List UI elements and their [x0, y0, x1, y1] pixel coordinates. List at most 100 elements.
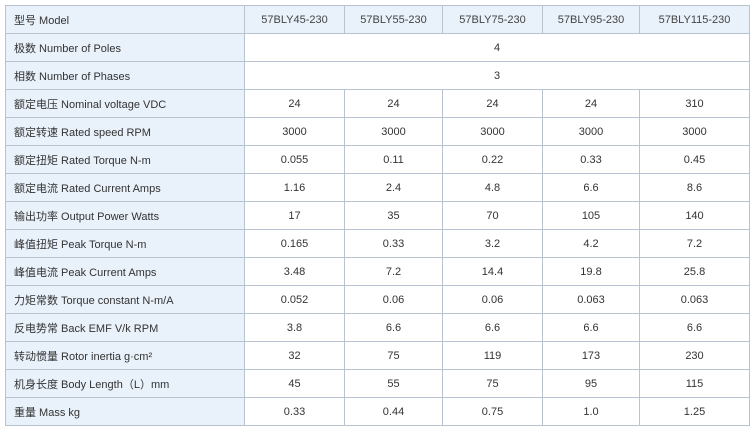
table-row: 反电势常 Back EMF V/k RPM 3.8 6.6 6.6 6.6 6.6 [5, 313, 750, 342]
table-row: 重量 Mass kg 0.33 0.44 0.75 1.0 1.25 [5, 397, 750, 426]
table-row: 转动惯量 Rotor inertia g·cm² 32 75 119 173 230 [5, 341, 750, 370]
value-cell: 6.6 [442, 313, 543, 342]
value-cell: 0.06 [442, 285, 543, 314]
shared-value-cell: 3 [244, 61, 750, 90]
row-label: 机身长度 Body Length（L）mm [5, 369, 245, 398]
value-cell: 3.8 [244, 313, 345, 342]
value-cell: 4.2 [542, 229, 640, 258]
value-cell: 4.8 [442, 173, 543, 202]
value-cell: 6.6 [639, 313, 750, 342]
row-label: 极数 Number of Poles [5, 33, 245, 62]
row-label: 力矩常数 Torque constant N-m/A [5, 285, 245, 314]
value-cell: 45 [244, 369, 345, 398]
value-cell: 55 [344, 369, 443, 398]
value-cell: 95 [542, 369, 640, 398]
value-cell: 7.2 [344, 257, 443, 286]
value-cell: 6.6 [542, 173, 640, 202]
value-cell: 24 [542, 89, 640, 118]
value-cell: 230 [639, 341, 750, 370]
row-label: 峰值电流 Peak Current Amps [5, 257, 245, 286]
table-row: 力矩常数 Torque constant N-m/A 0.052 0.06 0.06 0… [5, 285, 750, 314]
model-name-header: 57BLY75-230 [442, 5, 543, 34]
value-cell: 1.16 [244, 173, 345, 202]
table-row: 额定扭矩 Rated Torque N-m 0.055 0.11 0.22 0.33 0.… [5, 145, 750, 174]
value-cell: 7.2 [639, 229, 750, 258]
value-cell: 0.33 [244, 397, 345, 426]
value-cell: 8.6 [639, 173, 750, 202]
value-cell: 0.052 [244, 285, 345, 314]
table-row: 相数 Number of Phases 3 [5, 61, 750, 90]
value-cell: 0.063 [542, 285, 640, 314]
value-cell: 0.33 [344, 229, 443, 258]
header-row: 型号 Model 57BLY45-230 57BLY55-230 57BLY75… [5, 5, 750, 34]
value-cell: 105 [542, 201, 640, 230]
value-cell: 0.063 [639, 285, 750, 314]
value-cell: 35 [344, 201, 443, 230]
value-cell: 3000 [542, 117, 640, 146]
value-cell: 119 [442, 341, 543, 370]
value-cell: 0.33 [542, 145, 640, 174]
table-row: 极数 Number of Poles 4 [5, 33, 750, 62]
value-cell: 140 [639, 201, 750, 230]
row-label: 反电势常 Back EMF V/k RPM [5, 313, 245, 342]
value-cell: 173 [542, 341, 640, 370]
row-label: 额定扭矩 Rated Torque N-m [5, 145, 245, 174]
table-row: 额定电流 Rated Current Amps 1.16 2.4 4.8 6.6 8.6 [5, 173, 750, 202]
value-cell: 3000 [244, 117, 345, 146]
value-cell: 25.8 [639, 257, 750, 286]
table-row: 额定电压 Nominal voltage VDC 24 24 24 24 310 [5, 89, 750, 118]
spec-table-container: 型号 Model 57BLY45-230 57BLY55-230 57BLY75… [5, 5, 750, 431]
value-cell: 19.8 [542, 257, 640, 286]
row-label: 转动惯量 Rotor inertia g·cm² [5, 341, 245, 370]
row-label: 重量 Mass kg [5, 397, 245, 426]
value-cell: 24 [244, 89, 345, 118]
row-label: 峰值扭矩 Peak Torque N-m [5, 229, 245, 258]
row-label: 额定转速 Rated speed RPM [5, 117, 245, 146]
value-cell: 6.6 [344, 313, 443, 342]
table-row: 输出功率 Output Power Watts 17 35 70 105 140 [5, 201, 750, 230]
row-label: 输出功率 Output Power Watts [5, 201, 245, 230]
model-name-header: 57BLY55-230 [344, 5, 443, 34]
value-cell: 310 [639, 89, 750, 118]
row-label: 相数 Number of Phases [5, 61, 245, 90]
value-cell: 3000 [344, 117, 443, 146]
model-name-header: 57BLY115-230 [639, 5, 750, 34]
model-header-label: 型号 Model [5, 5, 245, 34]
model-name-header: 57BLY45-230 [244, 5, 345, 34]
value-cell: 0.055 [244, 145, 345, 174]
model-name-header: 57BLY95-230 [542, 5, 640, 34]
value-cell: 1.0 [542, 397, 640, 426]
value-cell: 0.06 [344, 285, 443, 314]
value-cell: 70 [442, 201, 543, 230]
table-row: 额定转速 Rated speed RPM 3000 3000 3000 3000 3000 [5, 117, 750, 146]
value-cell: 75 [344, 341, 443, 370]
shared-value-cell: 4 [244, 33, 750, 62]
value-cell: 24 [344, 89, 443, 118]
table-row: 机身长度 Body Length（L）mm 45 55 75 95 115 [5, 369, 750, 398]
motor-spec-table: 型号 Model 57BLY45-230 57BLY55-230 57BLY75… [5, 5, 750, 426]
value-cell: 0.22 [442, 145, 543, 174]
value-cell: 17 [244, 201, 345, 230]
value-cell: 14.4 [442, 257, 543, 286]
value-cell: 24 [442, 89, 543, 118]
table-row: 峰值扭矩 Peak Torque N-m 0.165 0.33 3.2 4.2 7.2 [5, 229, 750, 258]
value-cell: 3.2 [442, 229, 543, 258]
value-cell: 2.4 [344, 173, 443, 202]
value-cell: 3.48 [244, 257, 345, 286]
value-cell: 32 [244, 341, 345, 370]
value-cell: 3000 [442, 117, 543, 146]
value-cell: 0.75 [442, 397, 543, 426]
value-cell: 0.45 [639, 145, 750, 174]
value-cell: 1.25 [639, 397, 750, 426]
row-label: 额定电流 Rated Current Amps [5, 173, 245, 202]
value-cell: 3000 [639, 117, 750, 146]
value-cell: 0.11 [344, 145, 443, 174]
spec-rows: 额定电压 Nominal voltage VDC 24 24 24 24 310 额定转速 … [5, 89, 750, 426]
value-cell: 0.44 [344, 397, 443, 426]
row-label: 额定电压 Nominal voltage VDC [5, 89, 245, 118]
table-row: 峰值电流 Peak Current Amps 3.48 7.2 14.4 19.8 25.… [5, 257, 750, 286]
value-cell: 75 [442, 369, 543, 398]
value-cell: 115 [639, 369, 750, 398]
value-cell: 6.6 [542, 313, 640, 342]
value-cell: 0.165 [244, 229, 345, 258]
